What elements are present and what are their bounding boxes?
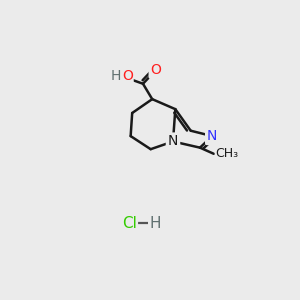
- Text: Cl: Cl: [122, 216, 136, 231]
- Text: H: H: [111, 69, 122, 83]
- Text: N: N: [207, 129, 217, 143]
- Text: O: O: [151, 63, 161, 77]
- Text: O: O: [122, 69, 133, 83]
- Text: N: N: [168, 134, 178, 148]
- Text: H: H: [149, 216, 161, 231]
- Text: CH₃: CH₃: [215, 147, 238, 160]
